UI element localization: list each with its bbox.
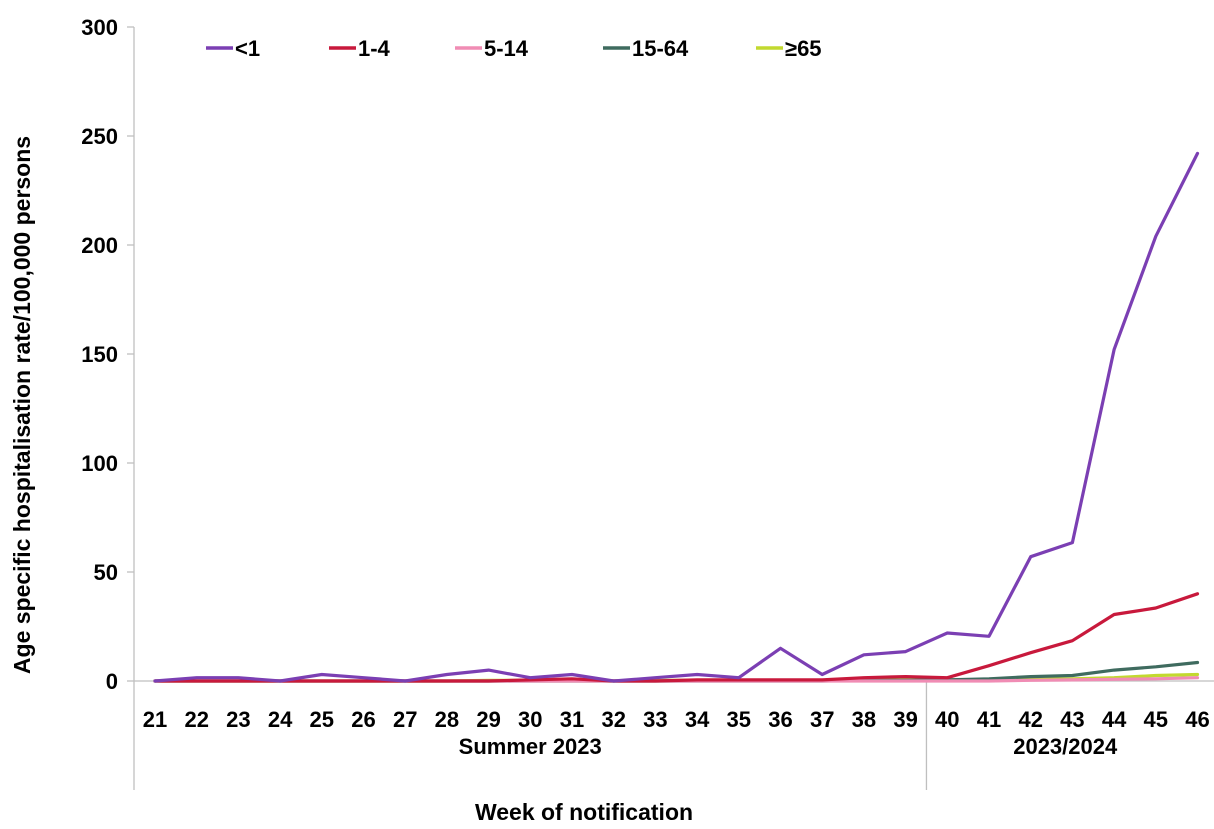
- legend-label: 15-64: [632, 36, 689, 61]
- x-tick-label: 33: [643, 707, 667, 732]
- x-tick-label: 43: [1060, 707, 1084, 732]
- x-tick-label: 28: [435, 707, 459, 732]
- x-tick-label: 41: [977, 707, 1001, 732]
- x-tick-label: 37: [810, 707, 834, 732]
- legend-label: ≥65: [785, 36, 822, 61]
- series-line: [153, 592, 1200, 683]
- y-axis-title: Age specific hospitalisation rate/100,00…: [9, 136, 35, 674]
- legend: <1 1-4 5-14 15-64 ≥65: [206, 36, 822, 61]
- y-tick-label: 250: [81, 124, 118, 149]
- x-tick-label: 35: [727, 707, 751, 732]
- y-tick-label: 300: [81, 15, 118, 40]
- x-tick-label: 36: [768, 707, 792, 732]
- legend-label: 1-4: [358, 36, 391, 61]
- y-tick-label: 50: [94, 560, 118, 585]
- y-tick-label: 100: [81, 451, 118, 476]
- y-tick-label: 150: [81, 342, 118, 367]
- x-axis-title: Week of notification: [475, 799, 693, 825]
- x-tick-label: 46: [1185, 707, 1209, 732]
- x-tick-label: 34: [685, 707, 710, 732]
- x-tick-label: 40: [935, 707, 959, 732]
- x-tick-label: 31: [560, 707, 584, 732]
- legend-label: 5-14: [484, 36, 529, 61]
- x-tick-label: 21: [143, 707, 167, 732]
- y-axis: 0 50 100 150 200 250 300: [81, 15, 135, 694]
- x-tick-label: 22: [184, 707, 208, 732]
- x-axis: 21 22 23 24 25 26 27 28 29 30 31 32 33 34 35 36 37 38 39 40…: [133, 680, 1214, 790]
- x-tick-label: 26: [351, 707, 375, 732]
- series-line: [153, 151, 1200, 683]
- x-tick-label: 27: [393, 707, 417, 732]
- x-tick-label: 30: [518, 707, 542, 732]
- x-tick-label: 44: [1102, 707, 1127, 732]
- x-tick-label: 32: [601, 707, 625, 732]
- x-tick-label: 42: [1018, 707, 1042, 732]
- legend-label: <1: [235, 36, 260, 61]
- x-tick-label: 29: [476, 707, 500, 732]
- x-group-label: Summer 2023: [459, 734, 602, 759]
- y-tick-label: 200: [81, 233, 118, 258]
- x-tick-label: 45: [1144, 707, 1168, 732]
- x-tick-label: 25: [310, 707, 334, 732]
- x-tick-label: 24: [268, 707, 293, 732]
- y-tick-label: 0: [106, 669, 118, 694]
- x-tick-label: 23: [226, 707, 250, 732]
- x-group-label: 2023/2024: [1013, 734, 1118, 759]
- x-tick-label: 39: [893, 707, 917, 732]
- series-lines: [153, 151, 1200, 683]
- x-tick-label: 38: [852, 707, 876, 732]
